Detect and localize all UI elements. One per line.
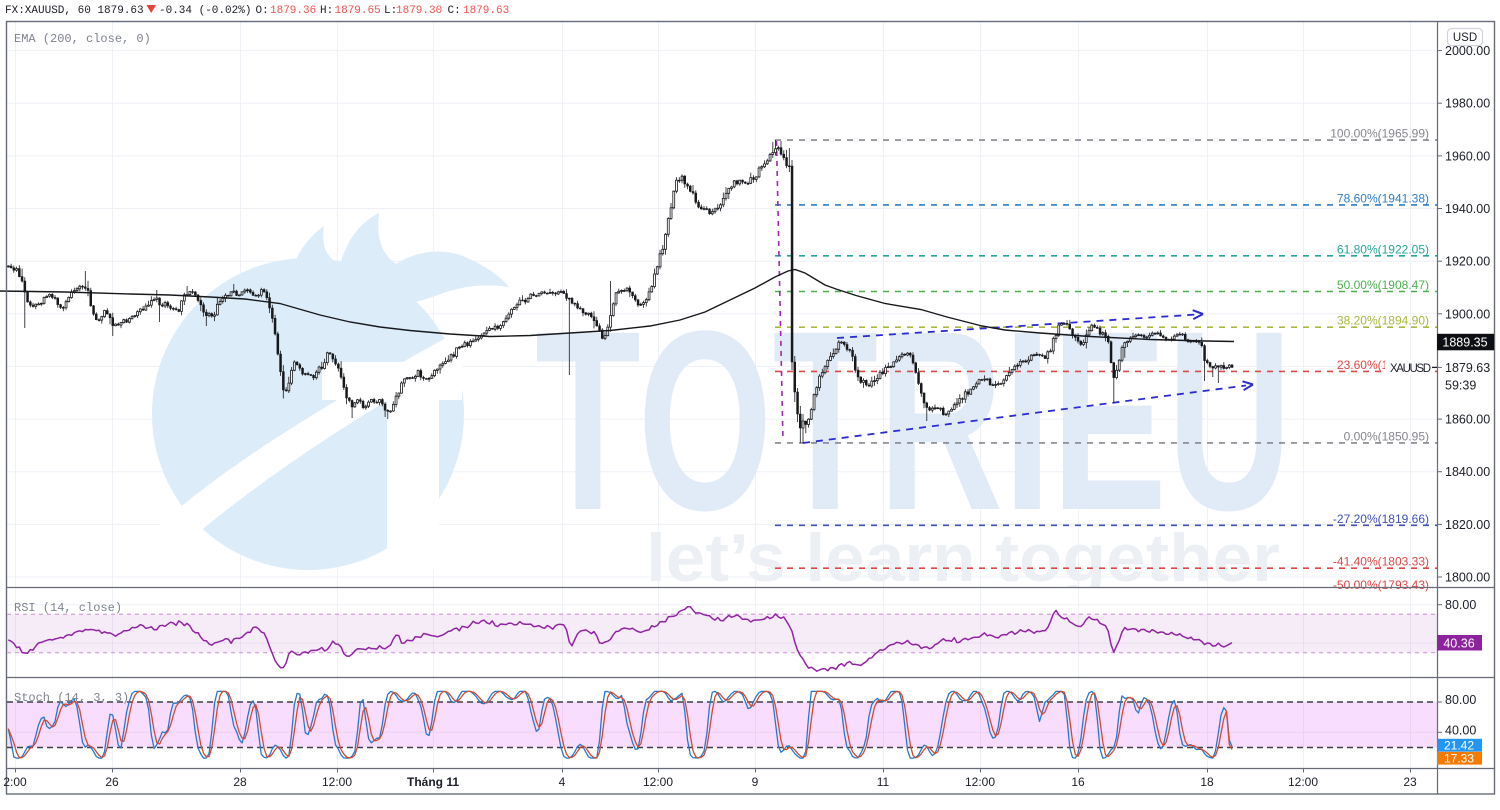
svg-text:17.33: 17.33 bbox=[1444, 751, 1474, 765]
svg-text:78.60%(1941.38): 78.60%(1941.38) bbox=[1337, 191, 1429, 205]
svg-text:100.00%(1965.99): 100.00%(1965.99) bbox=[1330, 127, 1429, 141]
svg-text:18: 18 bbox=[1200, 775, 1214, 789]
svg-text:2:00: 2:00 bbox=[3, 775, 27, 789]
svg-text:12:00: 12:00 bbox=[965, 775, 995, 789]
svg-text:80.00: 80.00 bbox=[1445, 693, 1476, 707]
svg-text:23: 23 bbox=[1403, 775, 1417, 789]
svg-text:11: 11 bbox=[877, 775, 890, 789]
svg-text:38.20%(1894.90): 38.20%(1894.90) bbox=[1337, 314, 1429, 328]
svg-text:26: 26 bbox=[105, 775, 119, 789]
svg-text:XAUUSD: XAUUSD bbox=[1390, 363, 1431, 375]
svg-text:1879.36: 1879.36 bbox=[270, 5, 316, 17]
svg-text:40.00: 40.00 bbox=[1445, 723, 1476, 737]
svg-text:61.80%(1922.05): 61.80%(1922.05) bbox=[1337, 242, 1429, 256]
svg-text:FX:XAUUSD, 60 1879.63: FX:XAUUSD, 60 1879.63 bbox=[5, 5, 144, 17]
svg-text:9: 9 bbox=[752, 775, 759, 789]
svg-text:EMA (200, close, 0): EMA (200, close, 0) bbox=[14, 32, 151, 46]
svg-text:TOTRIEU: TOTRIEU bbox=[535, 278, 1292, 564]
svg-text:-0.34 (-0.02%): -0.34 (-0.02%) bbox=[159, 5, 251, 17]
svg-text:12:00: 12:00 bbox=[1288, 775, 1318, 789]
svg-text:2000.00: 2000.00 bbox=[1445, 44, 1490, 58]
svg-text:1879.30: 1879.30 bbox=[396, 5, 442, 17]
svg-text:Tháng 11: Tháng 11 bbox=[407, 775, 459, 789]
svg-text:1800.00: 1800.00 bbox=[1445, 571, 1490, 585]
svg-text:L:: L: bbox=[384, 5, 397, 17]
svg-text:-27.20%(1819.66): -27.20%(1819.66) bbox=[1333, 512, 1429, 526]
svg-text:1980.00: 1980.00 bbox=[1445, 97, 1490, 111]
svg-text:1879.65: 1879.65 bbox=[335, 5, 381, 17]
svg-text:USD: USD bbox=[1453, 32, 1477, 44]
svg-text:1860.00: 1860.00 bbox=[1445, 413, 1490, 427]
svg-text:RSI (14, close): RSI (14, close) bbox=[14, 601, 122, 615]
svg-text:Stoch (14, 3, 3): Stoch (14, 3, 3) bbox=[14, 691, 129, 705]
svg-text:-41.40%(1803.33): -41.40%(1803.33) bbox=[1333, 555, 1429, 569]
svg-text:O:: O: bbox=[256, 5, 269, 17]
svg-text:1900.00: 1900.00 bbox=[1445, 307, 1490, 321]
svg-text:80.00: 80.00 bbox=[1445, 598, 1476, 612]
svg-text:59:39: 59:39 bbox=[1445, 379, 1476, 393]
svg-text:0.00%(1850.95): 0.00%(1850.95) bbox=[1344, 429, 1429, 443]
svg-text:50.00%(1908.47): 50.00%(1908.47) bbox=[1337, 278, 1429, 292]
svg-text:1820.00: 1820.00 bbox=[1445, 518, 1490, 532]
svg-text:12:00: 12:00 bbox=[322, 775, 352, 789]
svg-text:H:: H: bbox=[320, 5, 333, 17]
svg-text:C:: C: bbox=[448, 5, 461, 17]
svg-text:1879.63: 1879.63 bbox=[1445, 361, 1490, 375]
svg-text:21.42: 21.42 bbox=[1444, 738, 1474, 752]
svg-text:40.36: 40.36 bbox=[1443, 636, 1474, 650]
svg-text:-50.00%(1793.43): -50.00%(1793.43) bbox=[1333, 578, 1429, 592]
svg-text:1940.00: 1940.00 bbox=[1445, 202, 1490, 216]
svg-text:4: 4 bbox=[559, 775, 566, 789]
svg-text:16: 16 bbox=[1071, 775, 1085, 789]
svg-text:1840.00: 1840.00 bbox=[1445, 465, 1490, 479]
svg-text:1960.00: 1960.00 bbox=[1445, 149, 1490, 163]
svg-text:let’s learn together: let’s learn together bbox=[646, 520, 1280, 596]
svg-text:1920.00: 1920.00 bbox=[1445, 255, 1490, 269]
svg-text:1889.35: 1889.35 bbox=[1442, 335, 1487, 349]
svg-text:28: 28 bbox=[233, 775, 247, 789]
svg-text:12:00: 12:00 bbox=[643, 775, 673, 789]
svg-text:1879.63: 1879.63 bbox=[463, 5, 509, 17]
